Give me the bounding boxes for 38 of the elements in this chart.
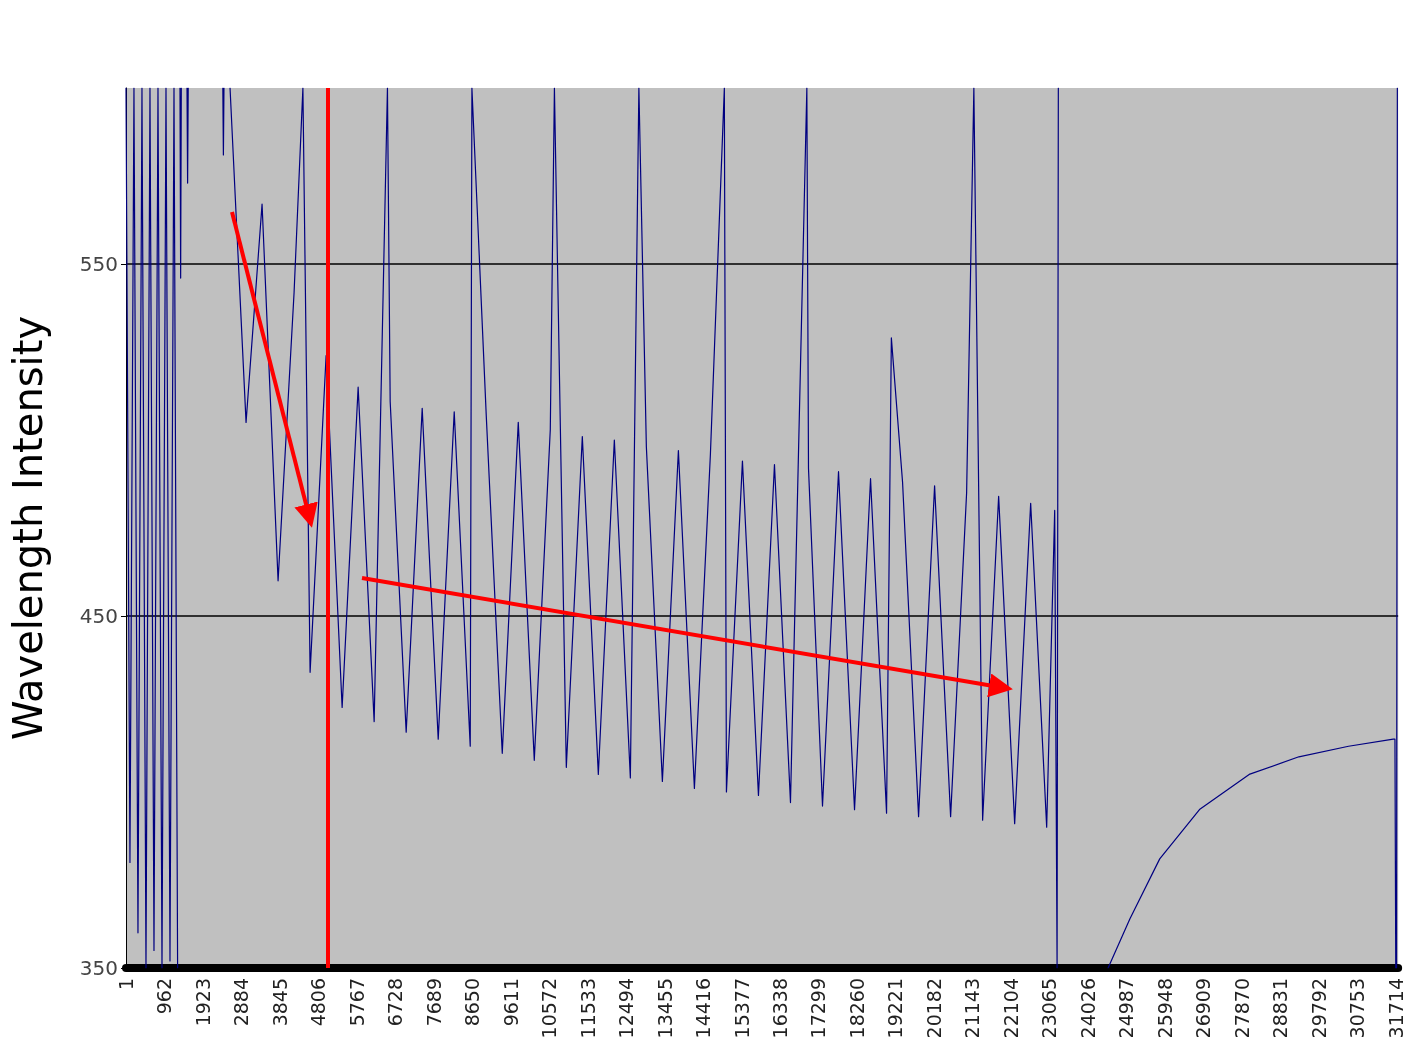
y-tick-label: 550 [79, 252, 118, 276]
x-tick-label: 4806 [307, 978, 330, 1027]
x-tick-label: 8650 [461, 978, 484, 1027]
x-tick-label: 25948 [1153, 978, 1176, 1039]
x-tick-label: 15377 [730, 978, 753, 1039]
x-tick-label: 12494 [615, 978, 638, 1039]
x-tick-label: 1923 [191, 978, 214, 1027]
x-tick-label: 17299 [807, 978, 830, 1039]
x-tick-label: 14416 [692, 978, 715, 1039]
x-tick-label: 19221 [884, 978, 907, 1039]
x-tick-label: 3845 [268, 978, 291, 1027]
y-tick-label: 350 [79, 956, 118, 980]
x-tick-label: 9611 [499, 978, 522, 1027]
x-tick-label: 1 [115, 978, 137, 991]
x-tick-label: 6728 [384, 978, 407, 1027]
x-tick-label: 24026 [1076, 978, 1099, 1039]
x-tick-label: 20182 [922, 978, 945, 1039]
x-tick-label: 29792 [1307, 978, 1330, 1039]
x-tick-label: 27870 [1230, 978, 1253, 1039]
x-tick-label: 5767 [345, 978, 368, 1027]
x-tick-label: 11533 [576, 978, 599, 1039]
x-tick-label: 21143 [961, 978, 984, 1039]
y-tick-label: 450 [79, 604, 118, 628]
x-tick-label: 22104 [999, 978, 1022, 1039]
x-tick-label: 2884 [230, 978, 253, 1027]
x-tick-label: 23065 [1038, 978, 1061, 1039]
x-tick-label: 18260 [845, 978, 868, 1039]
y-axis-title: Wavelength Intensity [5, 315, 51, 741]
x-tick-label: 24987 [1115, 978, 1138, 1039]
x-tick-label: 962 [153, 978, 176, 1015]
x-tick-label: 28831 [1269, 978, 1292, 1039]
x-tick-label: 30753 [1346, 978, 1369, 1039]
x-tick-label: 16338 [768, 978, 791, 1039]
x-tick-label: 10572 [538, 978, 561, 1039]
x-tick-label: 13455 [653, 978, 676, 1039]
x-tick-label: 26909 [1192, 978, 1215, 1039]
x-tick-label: 7689 [422, 978, 445, 1027]
x-tick-label: 31714 [1384, 978, 1405, 1039]
